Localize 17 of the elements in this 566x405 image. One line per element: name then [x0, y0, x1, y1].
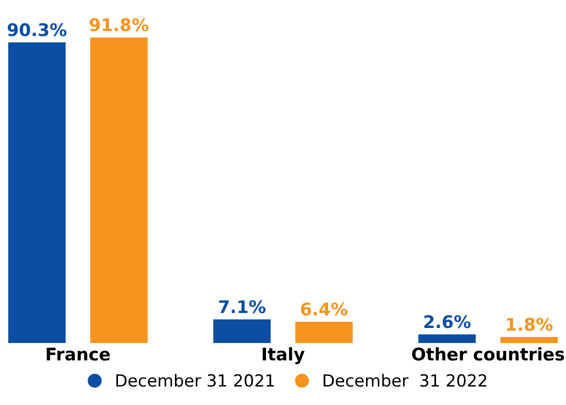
- data-label: 90.3%: [8, 23, 66, 36]
- bar: [500, 337, 558, 344]
- bar: [90, 37, 148, 344]
- x-tick-label: Italy: [262, 347, 305, 364]
- bar: [8, 42, 66, 344]
- data-label: 6.4%: [301, 302, 348, 316]
- x-tick-label: Other countries: [412, 347, 564, 361]
- bar: [213, 319, 271, 344]
- data-label: 7.1%: [219, 300, 266, 314]
- legend-label: December 31 2021: [116, 374, 274, 387]
- x-tick-label: France: [46, 348, 110, 361]
- bar: [295, 322, 353, 344]
- data-label: 91.8%: [90, 18, 149, 32]
- data-label: 2.6%: [424, 315, 471, 328]
- bar: [418, 334, 476, 344]
- data-label: 1.8%: [506, 318, 553, 331]
- legend-label: December 31 2022: [324, 374, 486, 387]
